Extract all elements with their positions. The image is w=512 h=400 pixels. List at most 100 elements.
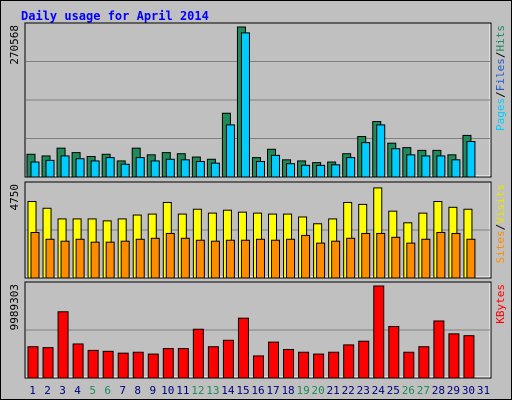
bar-pages — [331, 164, 341, 178]
bar-pages — [165, 158, 175, 178]
bar-pages — [180, 159, 190, 178]
bar-sites — [225, 239, 235, 279]
bar-sites — [451, 232, 461, 279]
x-tick-label: 15 — [236, 384, 249, 397]
x-tick-label: 20 — [312, 384, 325, 397]
bar-kbytes — [448, 333, 460, 379]
bar-kbytes — [313, 353, 325, 379]
bar-pages — [451, 159, 461, 178]
bar-kbytes — [87, 349, 99, 379]
bar-pages — [421, 155, 431, 178]
bar-pages — [90, 160, 100, 178]
x-tick-label: 13 — [206, 384, 219, 397]
bar-pages — [210, 162, 220, 178]
bar-kbytes — [343, 344, 355, 379]
bar-kbytes — [27, 346, 39, 379]
bar-sites — [301, 234, 311, 279]
bar-kbytes — [42, 347, 54, 379]
x-tick-label: 9 — [149, 384, 156, 397]
bar-sites — [331, 240, 341, 279]
series-label-part: KBytes — [494, 284, 507, 324]
bar-kbytes — [162, 348, 174, 379]
bar-sites — [286, 238, 296, 279]
bar-sites — [406, 242, 416, 279]
bar-pages — [376, 124, 386, 178]
bar-kbytes — [132, 351, 144, 379]
bar-pages — [391, 148, 401, 178]
bar-pages — [406, 154, 416, 178]
x-tick-label: 31 — [477, 384, 490, 397]
bar-sites — [195, 239, 205, 279]
bar-sites — [436, 231, 446, 279]
x-tick-label: 10 — [161, 384, 174, 397]
bar-sites — [316, 242, 326, 279]
x-tick-label: 16 — [251, 384, 264, 397]
series-label-part: Visits — [494, 184, 507, 224]
bar-kbytes — [57, 311, 69, 379]
bar-kbytes — [252, 355, 264, 379]
bar-sites — [361, 232, 371, 279]
bar-sites — [255, 238, 265, 279]
bar-kbytes — [222, 339, 234, 379]
bar-kbytes — [283, 348, 295, 379]
x-tick-label: 2 — [44, 384, 51, 397]
bar-kbytes — [147, 353, 159, 379]
bar-pages — [225, 124, 235, 178]
bar-pages — [195, 160, 205, 178]
x-tick-label: 23 — [357, 384, 370, 397]
series-label-part: Files — [494, 58, 507, 91]
bar-kbytes — [358, 340, 370, 379]
x-tick-label: 27 — [417, 384, 430, 397]
x-tick-label: 7 — [119, 384, 126, 397]
bar-sites — [165, 232, 175, 279]
series-label-part: Hits — [494, 25, 507, 52]
chart-title: Daily usage for April 2014 — [21, 9, 209, 23]
x-tick-label: 5 — [89, 384, 96, 397]
bar-pages — [466, 141, 476, 178]
bar-sites — [421, 238, 431, 279]
x-tick-label: 3 — [59, 384, 66, 397]
x-tick-label: 12 — [191, 384, 204, 397]
bar-kbytes — [237, 317, 249, 379]
bar-kbytes — [207, 346, 219, 379]
bar-pages — [150, 160, 160, 178]
bar-sites — [105, 241, 115, 279]
bar-pages — [105, 157, 115, 178]
bar-sites — [466, 238, 476, 279]
bar-kbytes — [433, 320, 445, 379]
bar-kbytes — [373, 285, 385, 379]
series-label-part: / — [494, 52, 507, 59]
x-tick-label: 26 — [402, 384, 415, 397]
x-tick-label: 14 — [221, 384, 235, 397]
series-label-part: Sites — [494, 230, 507, 263]
bar-pages — [316, 164, 326, 178]
bar-kbytes — [72, 343, 84, 379]
x-tick-label: 21 — [327, 384, 340, 397]
bar-pages — [286, 163, 296, 178]
x-tick-label: 22 — [342, 384, 355, 397]
bar-kbytes — [298, 351, 310, 379]
bar-pages — [436, 155, 446, 178]
x-tick-label: 19 — [296, 384, 309, 397]
x-tick-label: 6 — [104, 384, 111, 397]
bar-sites — [45, 238, 55, 279]
x-tick-label: 28 — [432, 384, 445, 397]
bar-pages — [255, 160, 265, 178]
bar-sites — [75, 238, 85, 279]
bar-sites — [180, 237, 190, 279]
x-tick-label: 11 — [176, 384, 189, 397]
bar-pages — [30, 161, 40, 178]
bar-pages — [75, 158, 85, 178]
bar-pages — [45, 159, 55, 178]
bar-pages — [60, 155, 70, 178]
x-tick-label: 24 — [372, 384, 386, 397]
bar-kbytes — [418, 346, 430, 379]
bar-pages — [301, 164, 311, 178]
bar-kbytes — [268, 341, 280, 379]
bar-pages — [271, 154, 281, 178]
bar-kbytes — [388, 325, 400, 379]
y-max-label: 4750 — [8, 184, 21, 211]
x-tick-label: 8 — [134, 384, 141, 397]
